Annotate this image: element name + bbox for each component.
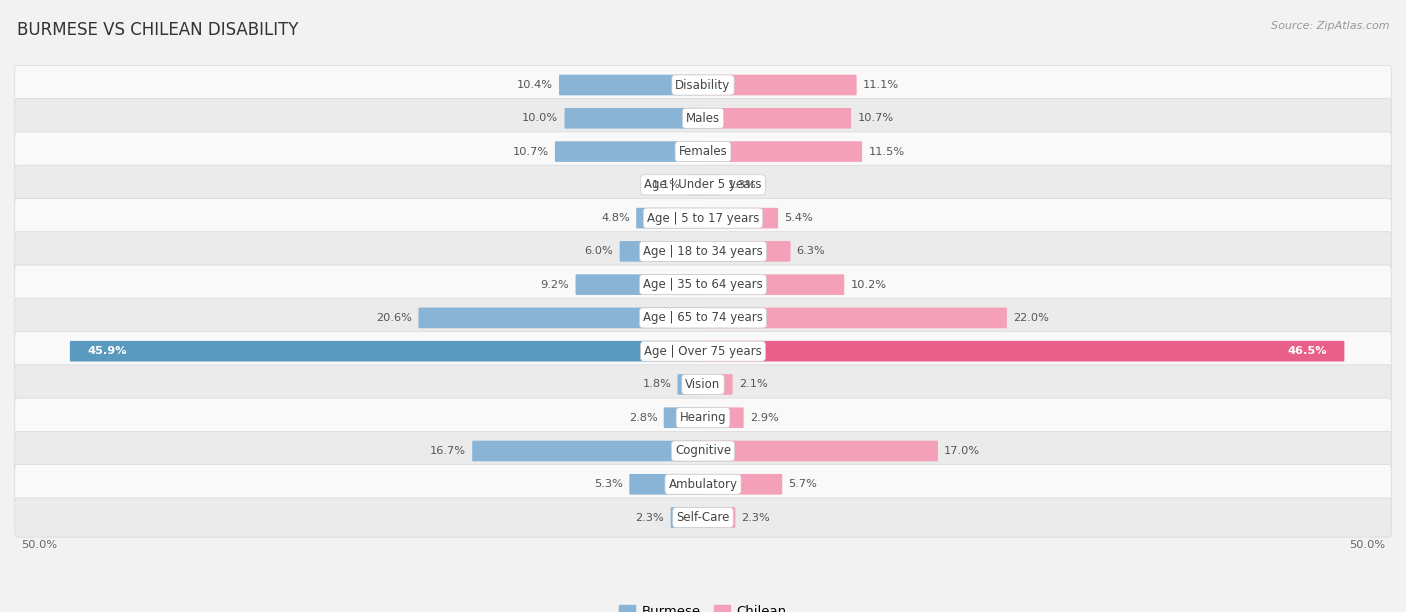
Text: 4.8%: 4.8% — [602, 213, 630, 223]
Text: Age | 65 to 74 years: Age | 65 to 74 years — [643, 312, 763, 324]
Text: 2.9%: 2.9% — [749, 412, 779, 423]
Text: Females: Females — [679, 145, 727, 158]
FancyBboxPatch shape — [678, 374, 703, 395]
FancyBboxPatch shape — [688, 174, 703, 195]
Text: 17.0%: 17.0% — [945, 446, 980, 456]
Text: Hearing: Hearing — [679, 411, 727, 424]
FancyBboxPatch shape — [703, 341, 1344, 362]
Text: 22.0%: 22.0% — [1012, 313, 1049, 323]
FancyBboxPatch shape — [575, 274, 703, 295]
Text: Age | 5 to 17 years: Age | 5 to 17 years — [647, 212, 759, 225]
FancyBboxPatch shape — [14, 398, 1392, 438]
Text: Self-Care: Self-Care — [676, 511, 730, 524]
FancyBboxPatch shape — [14, 198, 1392, 237]
FancyBboxPatch shape — [14, 165, 1392, 204]
Text: 16.7%: 16.7% — [430, 446, 465, 456]
FancyBboxPatch shape — [70, 341, 703, 362]
Text: 10.4%: 10.4% — [517, 80, 553, 90]
Text: Age | Over 75 years: Age | Over 75 years — [644, 345, 762, 357]
FancyBboxPatch shape — [703, 241, 790, 262]
Text: 45.9%: 45.9% — [87, 346, 127, 356]
FancyBboxPatch shape — [703, 374, 733, 395]
Text: 2.3%: 2.3% — [741, 512, 770, 523]
FancyBboxPatch shape — [664, 408, 703, 428]
FancyBboxPatch shape — [14, 431, 1392, 471]
Text: 1.1%: 1.1% — [652, 180, 681, 190]
FancyBboxPatch shape — [555, 141, 703, 162]
Text: 5.4%: 5.4% — [785, 213, 813, 223]
Text: Cognitive: Cognitive — [675, 444, 731, 458]
FancyBboxPatch shape — [630, 474, 703, 494]
Text: Disability: Disability — [675, 78, 731, 92]
FancyBboxPatch shape — [703, 75, 856, 95]
FancyBboxPatch shape — [14, 132, 1392, 171]
Text: 6.3%: 6.3% — [797, 247, 825, 256]
FancyBboxPatch shape — [671, 507, 703, 528]
FancyBboxPatch shape — [560, 75, 703, 95]
FancyBboxPatch shape — [703, 441, 938, 461]
FancyBboxPatch shape — [703, 474, 782, 494]
FancyBboxPatch shape — [14, 265, 1392, 304]
FancyBboxPatch shape — [14, 99, 1392, 138]
FancyBboxPatch shape — [703, 174, 721, 195]
Text: 10.7%: 10.7% — [858, 113, 893, 123]
Text: 11.1%: 11.1% — [863, 80, 898, 90]
Text: 11.5%: 11.5% — [869, 146, 904, 157]
Legend: Burmese, Chilean: Burmese, Chilean — [614, 600, 792, 612]
Text: 2.8%: 2.8% — [628, 412, 658, 423]
FancyBboxPatch shape — [472, 441, 703, 461]
Text: 50.0%: 50.0% — [21, 540, 58, 550]
FancyBboxPatch shape — [419, 308, 703, 328]
Text: 1.8%: 1.8% — [643, 379, 671, 389]
Text: Age | 35 to 64 years: Age | 35 to 64 years — [643, 278, 763, 291]
Text: 20.6%: 20.6% — [377, 313, 412, 323]
FancyBboxPatch shape — [636, 208, 703, 228]
FancyBboxPatch shape — [703, 308, 1007, 328]
Text: 5.3%: 5.3% — [595, 479, 623, 489]
FancyBboxPatch shape — [703, 108, 851, 129]
FancyBboxPatch shape — [620, 241, 703, 262]
FancyBboxPatch shape — [703, 507, 735, 528]
FancyBboxPatch shape — [703, 274, 844, 295]
FancyBboxPatch shape — [565, 108, 703, 129]
FancyBboxPatch shape — [14, 365, 1392, 404]
Text: 46.5%: 46.5% — [1288, 346, 1327, 356]
FancyBboxPatch shape — [14, 465, 1392, 504]
Text: 10.0%: 10.0% — [522, 113, 558, 123]
Text: 2.3%: 2.3% — [636, 512, 665, 523]
FancyBboxPatch shape — [14, 232, 1392, 271]
FancyBboxPatch shape — [14, 332, 1392, 371]
Text: 1.3%: 1.3% — [728, 180, 756, 190]
Text: Vision: Vision — [685, 378, 721, 391]
FancyBboxPatch shape — [703, 408, 744, 428]
FancyBboxPatch shape — [703, 141, 862, 162]
Text: 6.0%: 6.0% — [585, 247, 613, 256]
Text: Age | 18 to 34 years: Age | 18 to 34 years — [643, 245, 763, 258]
Text: Ambulatory: Ambulatory — [668, 478, 738, 491]
Text: 10.2%: 10.2% — [851, 280, 886, 289]
Text: 10.7%: 10.7% — [513, 146, 548, 157]
Text: 5.7%: 5.7% — [789, 479, 817, 489]
Text: 9.2%: 9.2% — [540, 280, 569, 289]
FancyBboxPatch shape — [703, 208, 778, 228]
Text: Males: Males — [686, 112, 720, 125]
Text: Age | Under 5 years: Age | Under 5 years — [644, 178, 762, 192]
FancyBboxPatch shape — [14, 498, 1392, 537]
FancyBboxPatch shape — [14, 65, 1392, 105]
Text: BURMESE VS CHILEAN DISABILITY: BURMESE VS CHILEAN DISABILITY — [17, 21, 298, 39]
Text: Source: ZipAtlas.com: Source: ZipAtlas.com — [1271, 21, 1389, 31]
FancyBboxPatch shape — [14, 298, 1392, 338]
Text: 50.0%: 50.0% — [1348, 540, 1385, 550]
Text: 2.1%: 2.1% — [738, 379, 768, 389]
